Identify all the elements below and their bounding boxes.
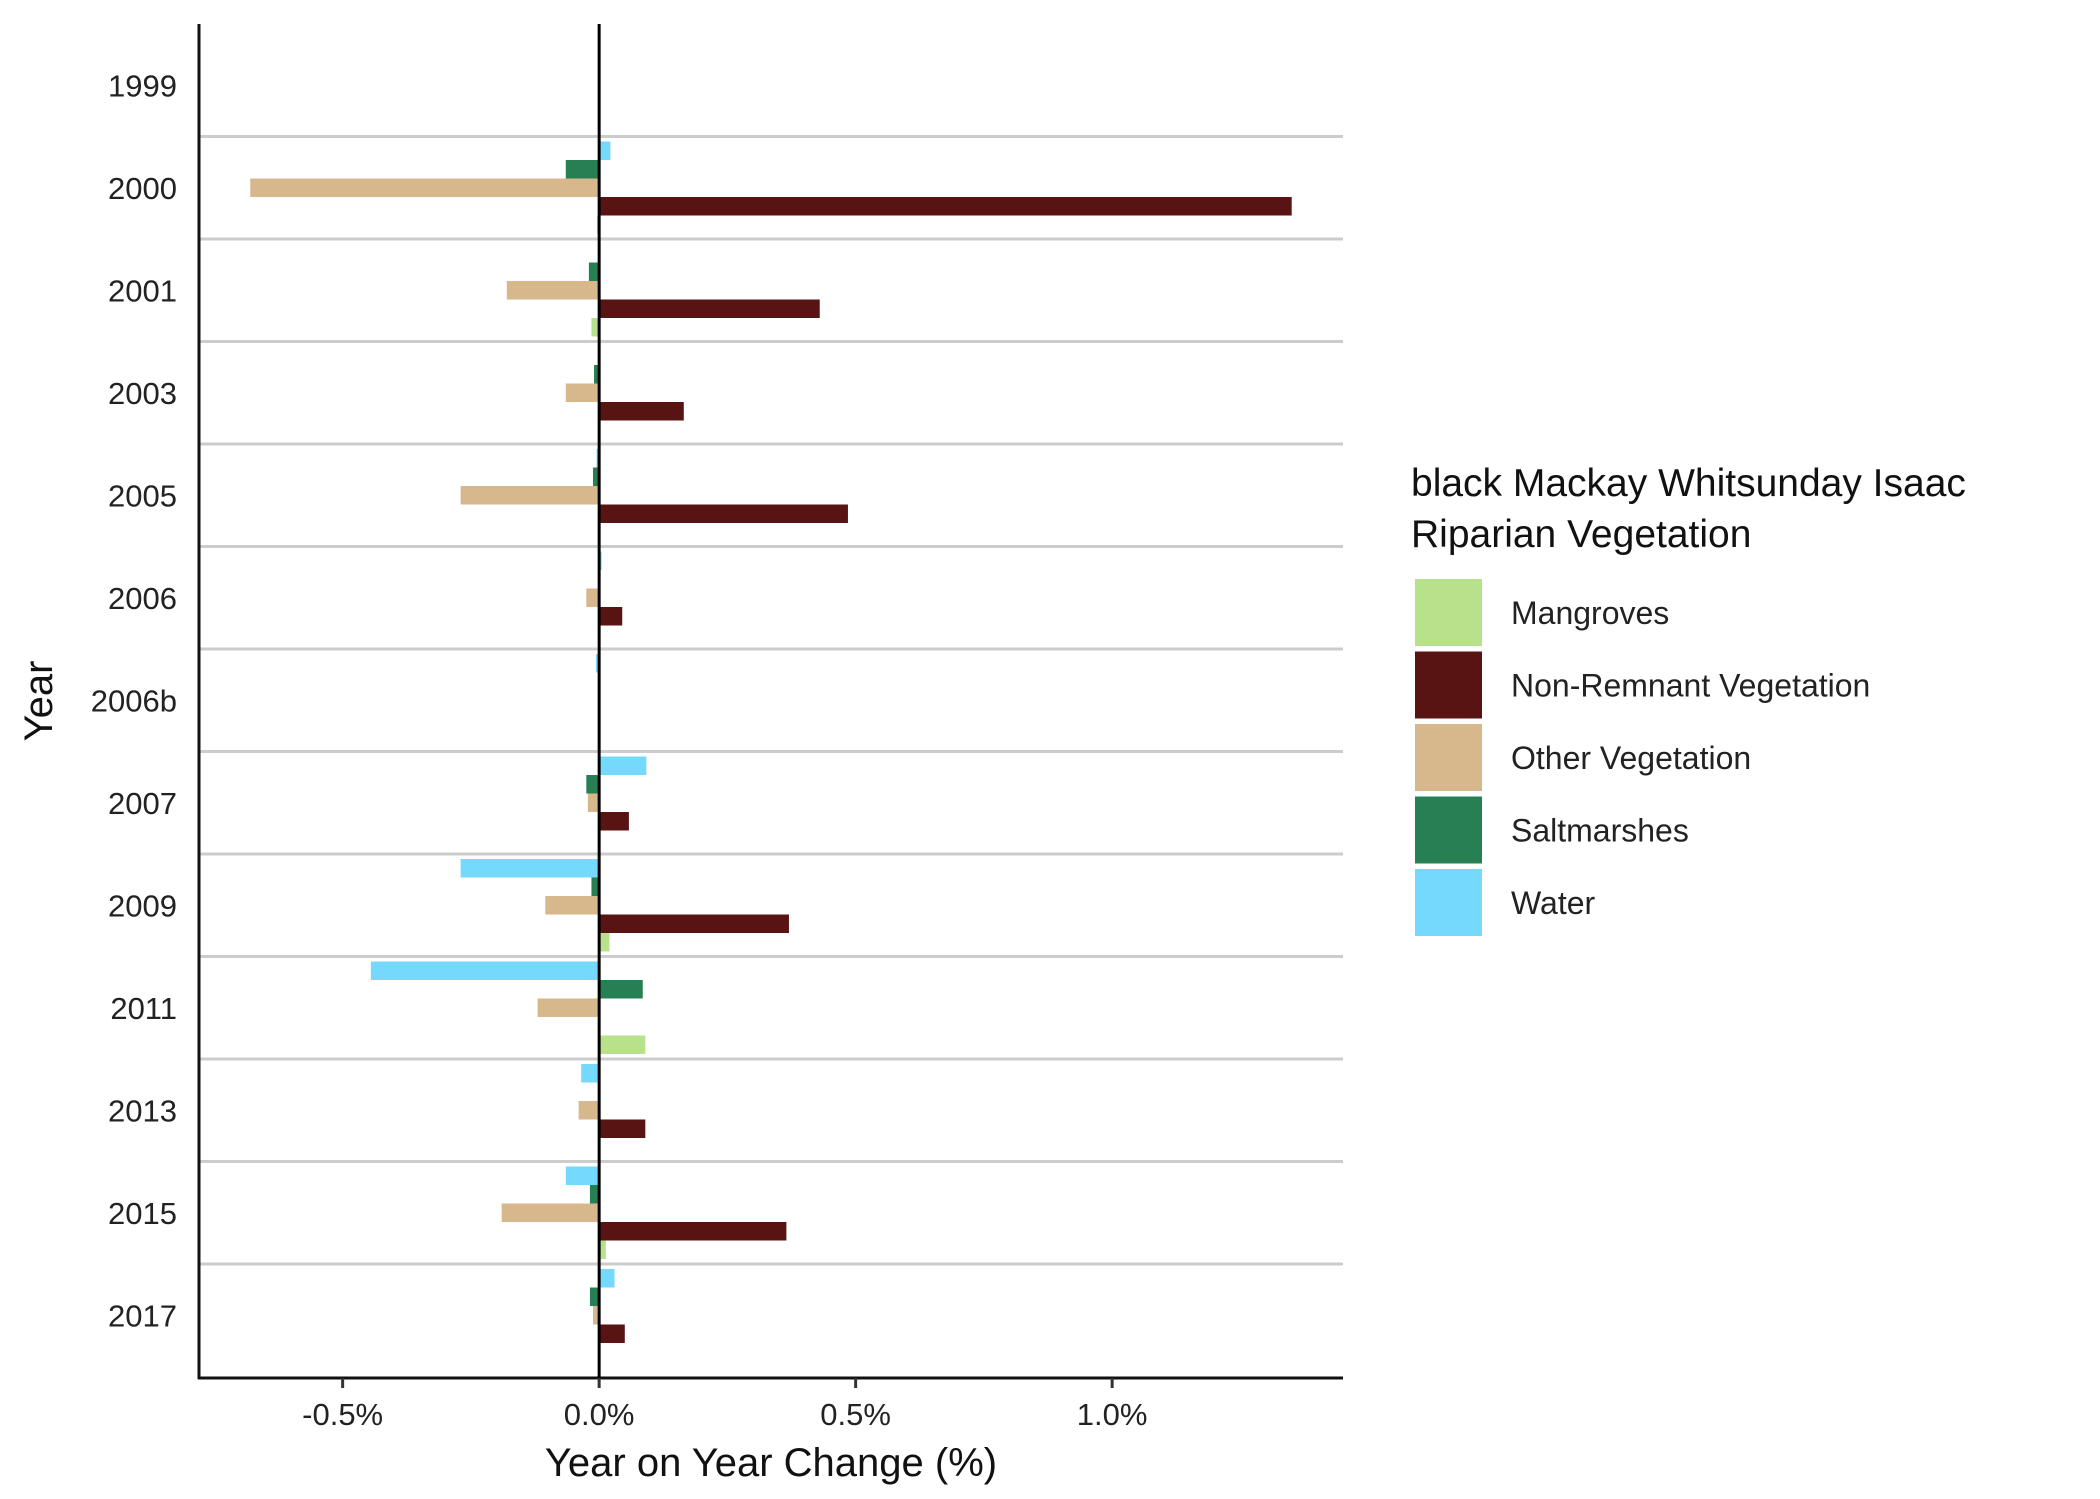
bar-water-2015 [565, 1166, 600, 1185]
y-tick-label: 2011 [110, 991, 177, 1026]
x-axis-title: Year on Year Change (%) [545, 1441, 997, 1485]
bar-other-vegetation-2000 [250, 178, 600, 197]
legend-title-line-1: black Mackay Whitsunday Isaac [1411, 462, 1966, 505]
bar-other-vegetation-2009 [545, 896, 600, 915]
bar-saltmarshes-2003 [594, 365, 600, 384]
bar-saltmarshes-2011 [599, 980, 643, 999]
y-tick-label: 2017 [108, 1298, 177, 1333]
y-tick-label: 2007 [108, 786, 177, 821]
bar-non-remnant-vegetation-2006 [599, 607, 623, 626]
legend-label: Mangroves [1511, 595, 1669, 631]
bar-water-2006b [596, 654, 600, 673]
bar-mangroves-2011 [599, 1035, 646, 1054]
x-tick-labels: -0.5% 0.0% 0.5% 1.0% [302, 1378, 1147, 1432]
legend-label: Non-Remnant Vegetation [1511, 668, 1870, 704]
y-tick-label: 2013 [108, 1093, 177, 1128]
legend-label: Other Vegetation [1511, 740, 1751, 776]
bar-mangroves-2015 [599, 1240, 606, 1259]
bar-saltmarshes-2017 [589, 1287, 600, 1306]
legend-swatch-mangroves [1413, 577, 1484, 648]
bar-saltmarshes-2001 [588, 262, 600, 281]
bar-water-2013 [581, 1064, 600, 1083]
bar-non-remnant-vegetation-2017 [599, 1324, 625, 1343]
bar-other-vegetation-2006 [586, 588, 600, 607]
bar-water-2007 [599, 756, 647, 775]
bar-saltmarshes-2000 [565, 160, 600, 179]
x-tick-label: 1.0% [1077, 1397, 1148, 1432]
bar-non-remnant-vegetation-2007 [599, 812, 629, 831]
bar-saltmarshes-2007 [586, 775, 600, 794]
bars [250, 141, 1292, 1343]
bar-mangroves-2009 [599, 933, 610, 952]
bar-other-vegetation-2011 [537, 998, 600, 1017]
y-tick-label: 1999 [108, 68, 177, 103]
grid-lines [199, 135, 1343, 1266]
bar-other-vegetation-2003 [565, 383, 600, 402]
bar-other-vegetation-2001 [506, 281, 600, 300]
x-tick-label: 0.0% [564, 1397, 635, 1432]
x-tick-label: 0.5% [820, 1397, 891, 1432]
bar-water-2009 [460, 859, 600, 878]
bar-non-remnant-vegetation-2015 [599, 1222, 787, 1241]
legend-swatch-water [1413, 867, 1484, 938]
legend-label: Saltmarshes [1511, 813, 1689, 849]
bar-other-vegetation-2007 [587, 793, 600, 812]
bar-non-remnant-vegetation-2003 [599, 402, 684, 421]
bar-saltmarshes-2005 [592, 467, 600, 486]
bar-other-vegetation-2013 [578, 1101, 600, 1120]
y-tick-label: 2006b [91, 683, 177, 718]
bar-non-remnant-vegetation-2000 [599, 197, 1292, 216]
legend-label: Water [1511, 885, 1596, 921]
y-tick-label: 2003 [108, 376, 177, 411]
y-tick-label: 2000 [108, 171, 177, 206]
y-axis-title: Year [17, 661, 61, 742]
y-tick-label: 2015 [108, 1196, 177, 1231]
bar-water-2000 [599, 141, 611, 160]
legend-title-line-2: Riparian Vegetation [1411, 513, 1751, 556]
legend: black Mackay Whitsunday Isaac Riparian V… [1411, 462, 1966, 938]
bar-non-remnant-vegetation-2005 [599, 504, 848, 523]
bar-non-remnant-vegetation-2001 [599, 299, 820, 318]
bar-non-remnant-vegetation-2013 [599, 1119, 646, 1138]
y-tick-label: 2009 [108, 888, 177, 923]
y-tick-label: 2001 [108, 273, 177, 308]
legend-swatch-saltmarshes [1413, 794, 1484, 866]
bar-other-vegetation-2015 [501, 1203, 600, 1222]
bar-saltmarshes-2015 [589, 1185, 600, 1204]
bar-non-remnant-vegetation-2009 [599, 914, 789, 933]
bar-other-vegetation-2017 [592, 1306, 600, 1325]
bar-saltmarshes-2009 [591, 877, 600, 896]
legend-swatch-non-remnant-vegetation [1413, 649, 1484, 721]
bar-water-2017 [599, 1269, 615, 1288]
x-tick-label: -0.5% [302, 1397, 383, 1432]
axes [197, 24, 1343, 1380]
bar-other-vegetation-2005 [460, 486, 600, 505]
y-tick-label: 2006 [108, 581, 177, 616]
legend-swatch-other-vegetation [1413, 722, 1484, 793]
bar-mangroves-2001 [591, 318, 600, 337]
bar-water-2011 [370, 961, 600, 980]
y-tick-labels: 1999 2000 2001 2003 2005 2006 2006b 2007 2009 201… [91, 68, 177, 1333]
y-tick-label: 2005 [108, 478, 177, 513]
